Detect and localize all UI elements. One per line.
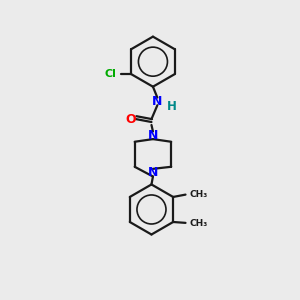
Text: Cl: Cl	[105, 69, 116, 79]
Text: O: O	[125, 112, 136, 126]
Text: N: N	[148, 129, 158, 142]
Text: N: N	[148, 166, 158, 179]
Text: CH₃: CH₃	[189, 219, 208, 228]
Text: H: H	[167, 100, 176, 113]
Text: N: N	[152, 95, 163, 108]
Text: CH₃: CH₃	[189, 190, 208, 199]
